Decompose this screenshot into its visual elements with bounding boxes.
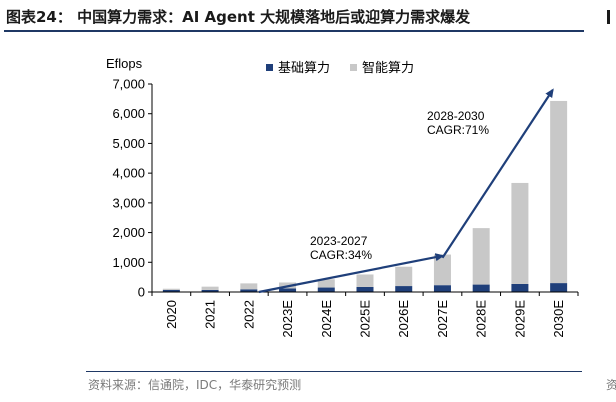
bar-intelligent-compute xyxy=(395,266,413,287)
bar-basic-compute xyxy=(162,289,180,292)
arrow-cagr-2023-2027 xyxy=(258,253,445,294)
bar-intelligent-compute xyxy=(162,288,180,290)
y-tick-label: 6,000 xyxy=(112,106,145,121)
x-tick-label: 2022 xyxy=(241,300,256,329)
legend-swatch-intelligent xyxy=(350,64,357,71)
bar-intelligent-compute xyxy=(433,254,451,286)
bar-basic-compute xyxy=(395,286,413,292)
legend-label-intelligent: 智能算力 xyxy=(362,61,414,76)
annotation-period-2023-2027: 2023-2027 xyxy=(310,234,368,248)
title-rule xyxy=(4,30,584,32)
y-tick-label: 7,000 xyxy=(112,77,145,92)
x-tick-label: 2023E xyxy=(280,300,295,338)
arrow-cagr-2028-2030 xyxy=(441,88,554,259)
annotation-cagr-71: CAGR:71% xyxy=(427,123,489,137)
y-tick-label: 5,000 xyxy=(112,136,145,151)
x-tick-label: 2029E xyxy=(512,300,527,338)
bar-basic-compute xyxy=(356,286,374,292)
y-tick-label: 0 xyxy=(138,285,145,300)
bar-intelligent-compute xyxy=(472,228,490,285)
bar-basic-compute xyxy=(317,287,335,292)
y-tick-label: 2,000 xyxy=(112,225,145,240)
bar-intelligent-compute xyxy=(201,286,219,290)
bar-basic-compute xyxy=(279,288,297,292)
annotation-period-2028-2030: 2028-2030 xyxy=(427,109,485,123)
bar-basic-compute xyxy=(550,283,568,292)
bar-basic-compute xyxy=(433,285,451,292)
legend-swatch-basic xyxy=(266,64,273,71)
bar-intelligent-compute xyxy=(550,100,568,284)
x-tick-label: 2020 xyxy=(164,300,179,329)
y-axis-title: Eflops xyxy=(106,56,143,71)
x-tick-label: 2027E xyxy=(435,300,450,338)
y-tick-label: 3,000 xyxy=(112,195,145,210)
bar-basic-compute xyxy=(201,289,219,292)
x-tick-label: 2028E xyxy=(474,300,489,338)
bar-intelligent-compute xyxy=(511,182,529,284)
legend-label-basic: 基础算力 xyxy=(278,61,330,76)
bar-basic-compute xyxy=(511,283,529,292)
x-tick-label: 2025E xyxy=(358,300,373,338)
bar-basic-compute xyxy=(472,284,490,292)
x-tick-label: 2026E xyxy=(396,300,411,338)
source-rule xyxy=(86,371,582,372)
y-tick-label: 4,000 xyxy=(112,166,145,181)
x-tick-label: 2030E xyxy=(551,300,566,338)
bar-intelligent-compute xyxy=(317,279,335,288)
bar-basic-compute xyxy=(240,289,258,292)
chart: 0 1,000 2,000 3,000 4,000 5,000 6,000 7,000 Eflo… xyxy=(106,56,579,338)
bar-intelligent-compute xyxy=(356,274,374,287)
figure-title: 图表24： 中国算力需求：AI Agent 大规模落地后或迎算力需求爆发 xyxy=(6,8,471,26)
annotation-cagr-34: CAGR:34% xyxy=(310,248,372,262)
x-tick-label: 2021 xyxy=(203,300,218,329)
edge-char: 资 xyxy=(606,378,616,392)
source-note: 资料来源：信通院，IDC，华泰研究预测 xyxy=(88,378,302,392)
edge-mark xyxy=(607,10,610,24)
x-tick-label: 2024E xyxy=(319,300,334,338)
bar-intelligent-compute xyxy=(240,283,258,290)
y-tick-label: 1,000 xyxy=(112,255,145,270)
